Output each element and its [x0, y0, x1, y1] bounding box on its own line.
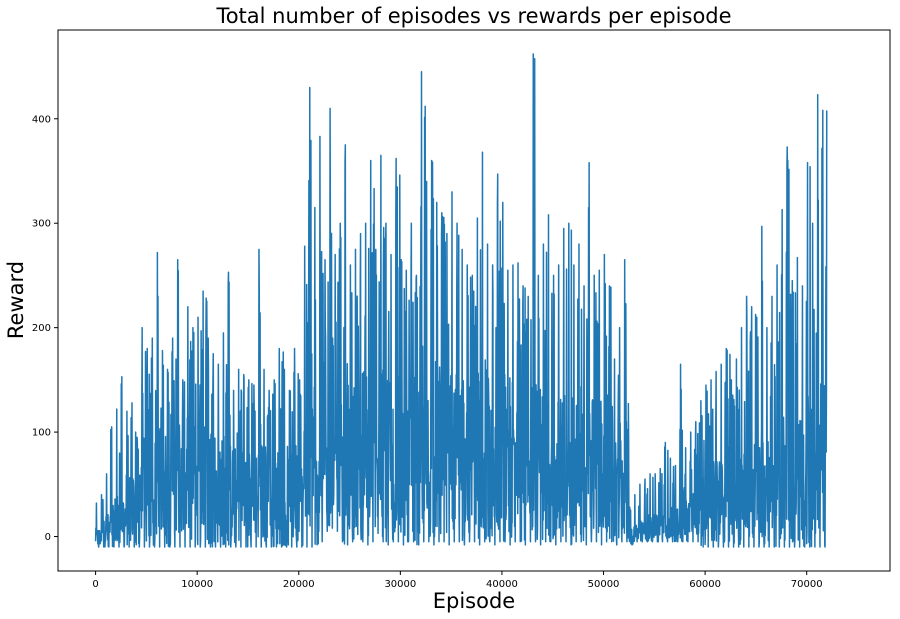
- plot-frame: [57, 29, 891, 572]
- x-tick-label: 50000: [588, 579, 620, 590]
- chart-title: Total number of episodes vs rewards per …: [215, 4, 731, 28]
- y-tick-label: 200: [32, 323, 51, 334]
- y-tick-label: 400: [32, 114, 51, 125]
- x-tick-label: 40000: [486, 579, 518, 590]
- reward-series-line: [94, 53, 828, 548]
- x-tick-label: 30000: [384, 579, 416, 590]
- x-tick-label: 0: [92, 579, 98, 590]
- x-axis-ticks: 0 10000 20000 30000 40000 50000 60000 70000: [92, 571, 823, 590]
- x-tick-label: 10000: [181, 579, 213, 590]
- y-tick-label: 100: [32, 428, 51, 439]
- plot-area: [94, 53, 828, 548]
- x-tick-label: 20000: [283, 579, 315, 590]
- y-tick-label: 0: [45, 532, 51, 543]
- x-tick-label: 70000: [791, 579, 823, 590]
- y-axis-ticks: 0 100 200 300 400: [32, 114, 58, 543]
- x-tick-label: 60000: [689, 579, 721, 590]
- x-axis-label: Episode: [433, 589, 515, 613]
- y-axis-label: Reward: [4, 261, 28, 339]
- y-tick-label: 300: [32, 219, 51, 230]
